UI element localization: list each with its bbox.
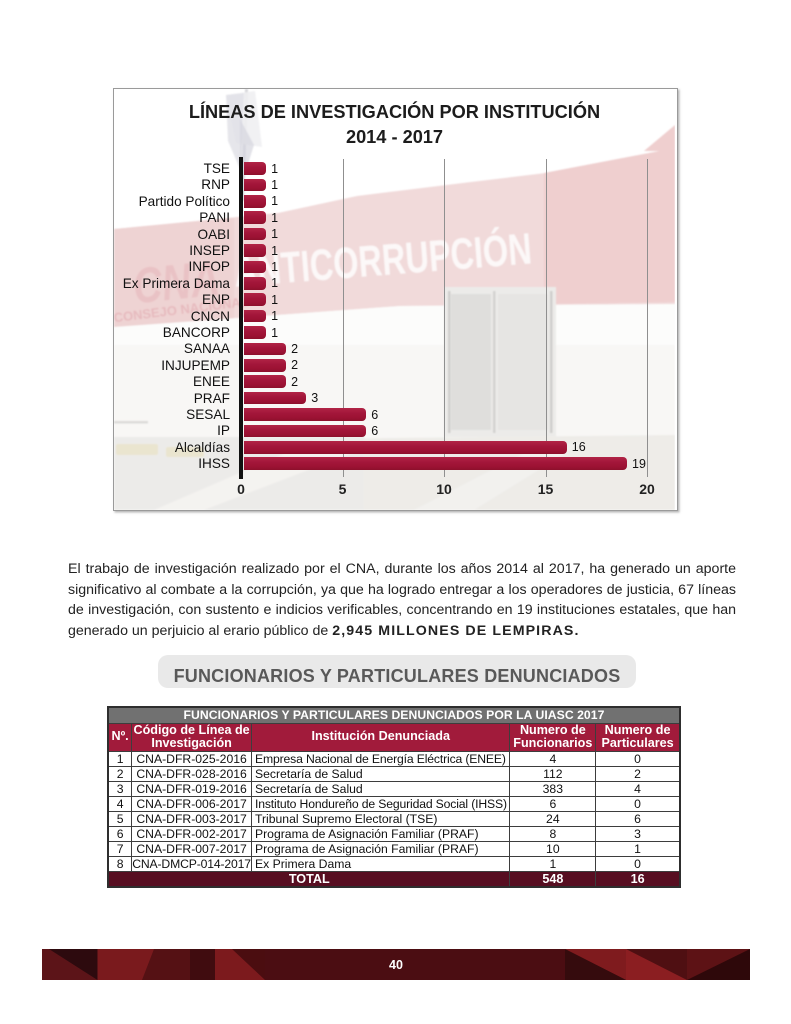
svg-text:CNA: CNA [130, 249, 222, 314]
svg-text:40: 40 [389, 958, 403, 972]
